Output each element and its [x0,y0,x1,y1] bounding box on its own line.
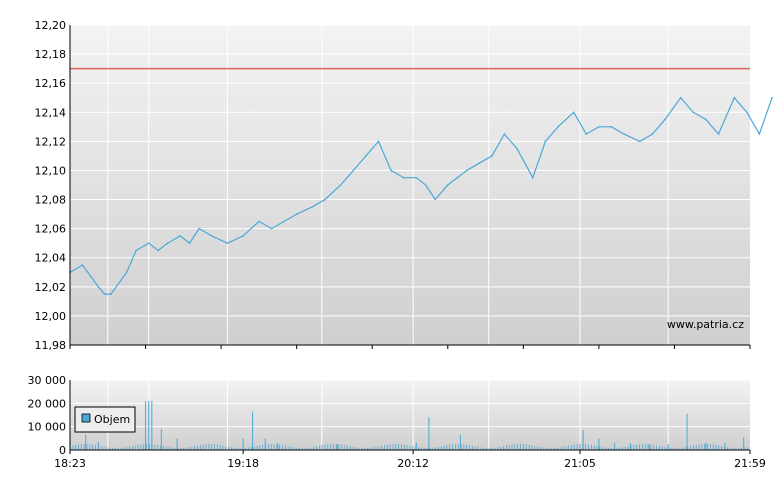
price-point [610,126,613,128]
price-point [544,140,547,143]
price-point [598,126,600,128]
price-y-tick-label: 11,98 [35,339,67,352]
price-point [557,126,559,128]
price-point [339,184,342,186]
price-point [157,249,159,252]
price-plot-area [70,25,750,345]
price-y-tick-label: 12,04 [35,252,67,265]
price-point [270,227,273,230]
price-point [125,271,128,274]
price-point [456,176,459,179]
price-point [692,111,695,114]
price-point [311,206,314,208]
price-point [491,155,493,157]
price-point [258,220,260,223]
price-y-tick-label: 12,10 [35,164,67,177]
price-point [210,235,213,237]
price-point [651,133,654,135]
price-point [771,96,773,99]
volume-y-tick-label: 0 [59,444,66,457]
price-point [446,184,449,186]
price-point [478,162,481,164]
price-point [226,242,229,244]
price-point [110,293,112,295]
x-tick-label: 20:12 [397,457,429,470]
price-point [324,198,326,201]
price-point [135,249,137,252]
price-y-tick-label: 12,06 [35,223,67,236]
price-y-tick-label: 12,18 [35,48,67,61]
price-y-tick-label: 12,08 [35,194,67,207]
price-point [585,133,588,135]
x-tick-label: 21:05 [564,457,596,470]
legend-swatch [81,413,91,423]
price-point [390,169,392,172]
price-y-tick-label: 12,20 [35,19,67,32]
price-point [531,176,534,179]
price-point [242,235,244,237]
price-point [188,242,191,244]
price-point [295,213,298,215]
price-point [746,111,748,114]
price-point [465,169,468,172]
price-point [758,133,761,135]
price-point [352,169,355,172]
price-point [639,140,641,143]
price-y-tick-label: 12,02 [35,281,67,294]
legend-label: Objem [94,413,130,426]
watermark-text: www.patria.cz [667,318,744,331]
price-point [402,176,405,179]
x-tick-label: 18:23 [54,457,86,470]
price-point [705,118,707,121]
price-y-tick-label: 12,14 [35,106,67,119]
price-point [503,133,506,135]
price-y-tick-label: 12,00 [35,310,67,323]
price-point [365,155,367,157]
volume-y-tick-label: 10 000 [28,421,67,434]
price-point [717,133,720,135]
price-point [664,118,666,121]
price-point [81,264,84,266]
price-point [679,96,682,99]
x-tick-label: 21:59 [734,457,766,470]
price-point [623,133,625,135]
price-point [424,184,427,186]
price-point [179,235,181,237]
volume-y-tick-label: 30 000 [28,374,67,387]
volume-plot-area [70,380,750,450]
price-y-tick-label: 12,16 [35,77,67,90]
price-point [283,220,285,223]
price-point [377,140,380,143]
price-point [434,198,436,201]
price-point [198,227,200,230]
price-point [166,242,169,244]
price-y-tick-label: 12,12 [35,135,67,148]
price-point [733,96,736,99]
price-point [415,176,418,179]
price-point [147,242,150,244]
price-point [103,293,106,295]
price-point [97,286,100,288]
volume-y-tick-label: 20 000 [28,397,67,410]
price-point [572,111,575,114]
price-point [516,147,518,150]
x-tick-label: 19:18 [227,457,259,470]
